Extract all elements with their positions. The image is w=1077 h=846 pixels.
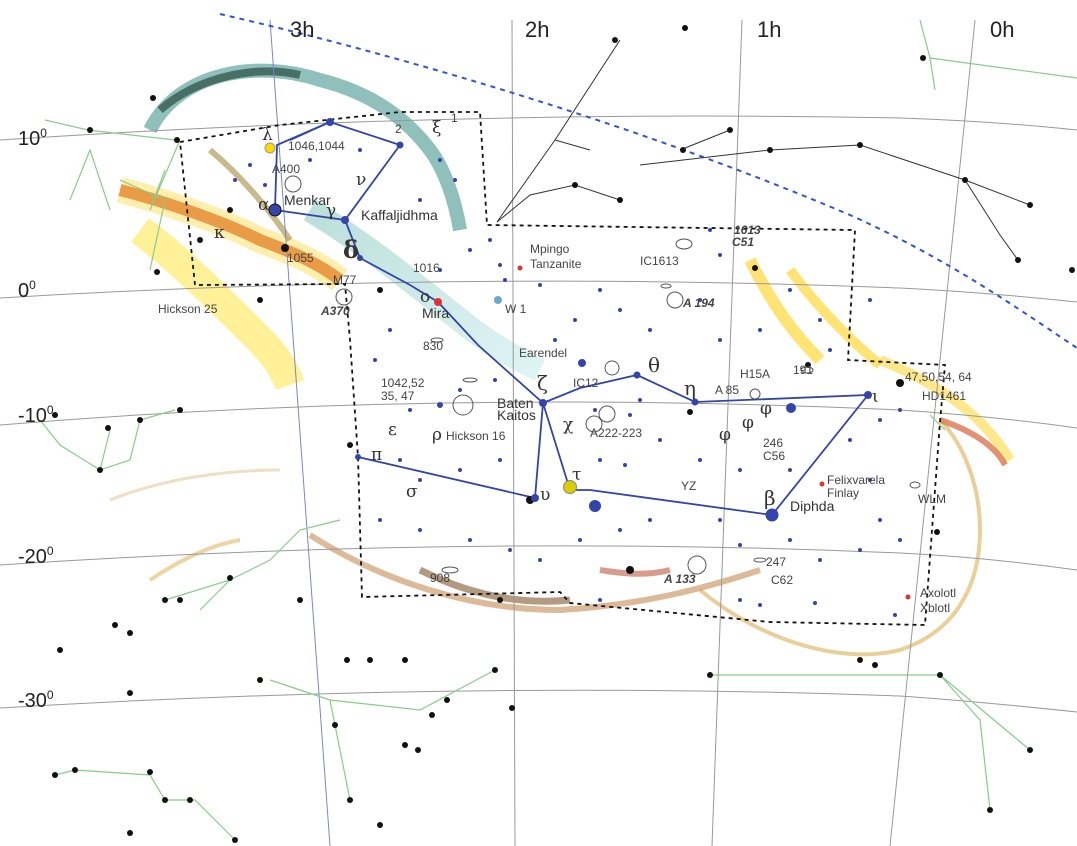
object-label: 1613: [734, 223, 761, 237]
greek-label: ζ: [537, 371, 548, 395]
greek-label: ξ: [432, 118, 441, 138]
star-name-label: Baten: [497, 395, 534, 411]
star-name-label: Kaffaljidhma: [361, 207, 438, 223]
object-label: 1: [451, 111, 458, 125]
object-label: W 1: [505, 302, 527, 316]
cetus-figure-lines: [274, 121, 870, 516]
dec-label: 100: [18, 126, 47, 150]
object-label: HD1461: [922, 389, 966, 403]
star-name-label: Menkar: [284, 192, 331, 208]
coordinate-grid: [0, 19, 1077, 846]
constellation-boundary: [179, 111, 946, 626]
cetus-stars: [264, 118, 911, 600]
object-label: 1042,52: [381, 376, 425, 390]
object-label: 830: [423, 339, 443, 353]
object-label: Earendel: [519, 346, 567, 360]
neighbor-constellation-lines: [39, 19, 1077, 841]
dec-label: -200: [18, 544, 54, 568]
object-label: A370: [320, 304, 350, 318]
greek-label: σ: [406, 482, 418, 502]
object-label: A 85: [715, 383, 739, 397]
greek-label: τ: [572, 465, 581, 485]
greek-label: λ: [262, 125, 273, 145]
object-label: Tanzanite: [530, 257, 582, 271]
field-stars: [233, 148, 902, 617]
greek-label: α: [258, 195, 270, 215]
greek-label: υ: [540, 485, 550, 505]
star-name-label: Kaitos: [497, 407, 536, 423]
object-label: A 194: [682, 296, 715, 310]
object-label: C51: [732, 235, 754, 249]
ra-label-2h: 2h: [525, 17, 549, 42]
greek-label: χ: [563, 415, 573, 435]
dec-labels: 100 00 -100 -200 -300: [18, 126, 54, 712]
dec-label: -100: [18, 403, 54, 427]
greek-label: ν: [356, 170, 366, 190]
object-label: Xblotl: [920, 601, 950, 615]
object-label: A222-223: [590, 426, 642, 440]
object-label: 1055: [287, 251, 314, 265]
ra-labels: 3h 2h 1h 0h: [290, 17, 1014, 42]
greek-label: ε: [388, 420, 397, 440]
object-label: C56: [763, 449, 785, 463]
dec-label: -300: [18, 688, 54, 712]
object-label: YZ: [681, 479, 696, 493]
object-label: IC12: [573, 376, 599, 390]
dust-map-overlay: [109, 63, 1015, 657]
object-label: C62: [771, 573, 793, 587]
ra-label-0h: 0h: [990, 17, 1014, 42]
greek-label: π: [371, 445, 382, 465]
dec-label: 00: [18, 278, 36, 302]
greek-label: δ: [343, 235, 359, 264]
object-label: 35, 47: [381, 389, 415, 403]
object-label: Mpingo: [530, 242, 570, 256]
greek-label: ο: [420, 287, 430, 307]
greek-label: β: [764, 486, 776, 510]
object-label: 246: [763, 436, 783, 450]
greek-label: φ: [742, 413, 754, 433]
object-label: IC1613: [640, 254, 679, 268]
ecliptic-line: [219, 13, 1077, 349]
object-label: Felixvarela: [827, 473, 885, 487]
object-label: H15A: [740, 367, 770, 381]
star-name-label: Mira: [422, 305, 449, 321]
greek-label: φ: [760, 399, 772, 419]
greek-label: γ: [326, 201, 336, 221]
object-label: WLM: [918, 492, 946, 506]
greek-label: ρ: [432, 425, 442, 445]
object-label: 2: [395, 122, 402, 136]
object-label: 247: [766, 555, 786, 569]
object-label: M77: [333, 273, 357, 287]
deep-sky-objects: [284, 175, 921, 575]
greek-label: ι: [872, 387, 879, 407]
greek-label: κ: [214, 223, 225, 243]
background-stars: [52, 25, 1075, 843]
object-label: Finlay: [827, 486, 859, 500]
object-label: 191: [793, 363, 813, 377]
object-label: A400: [272, 162, 300, 176]
star-name-label: Diphda: [790, 498, 835, 514]
object-label: 47,50,54, 64: [905, 370, 972, 384]
ra-label-3h: 3h: [290, 17, 314, 42]
object-label: 908: [430, 571, 450, 585]
object-label: Hickson 25: [158, 302, 218, 316]
greek-label: φ: [719, 425, 731, 445]
ra-label-1h: 1h: [757, 17, 781, 42]
object-label: Hickson 16: [446, 429, 506, 443]
greek-label: θ: [648, 353, 660, 377]
object-labels: 1046,1044 A400 1055 1016 M77 A370 Hickson 25 W …: [158, 111, 972, 615]
object-label: 1016: [413, 261, 440, 275]
object-label: 1046,1044: [288, 139, 345, 153]
greek-label: η: [684, 376, 696, 400]
object-label: A 133: [663, 572, 696, 586]
object-label: Axolotl: [920, 586, 956, 600]
